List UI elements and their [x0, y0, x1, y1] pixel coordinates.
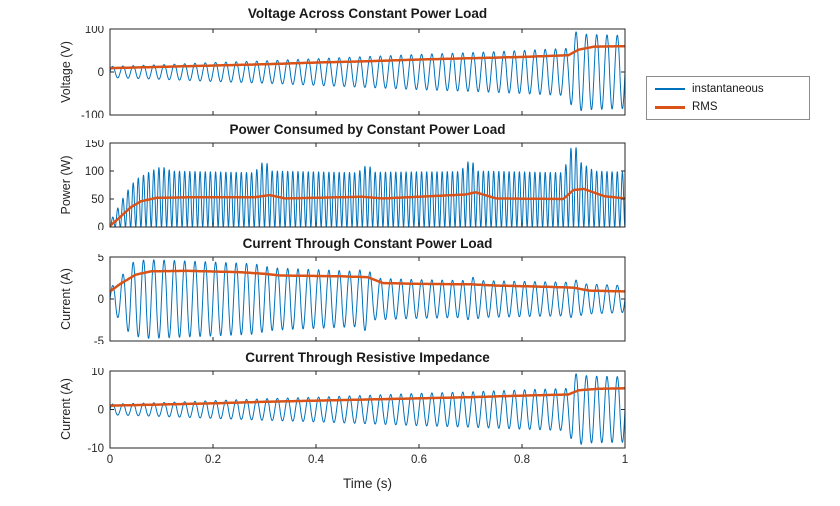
legend-swatch-instantaneous	[655, 88, 685, 90]
plot-area-voltage: -100 0 100	[81, 26, 626, 118]
svg-text:0.2: 0.2	[205, 454, 221, 466]
svg-text:50: 50	[91, 194, 104, 206]
legend: instantaneous RMS	[646, 76, 810, 120]
chart-title-voltage: Voltage Across Constant Power Load	[247, 6, 488, 21]
svg-text:-100: -100	[81, 110, 104, 118]
svg-text:1: 1	[622, 454, 628, 466]
legend-label-rms: RMS	[692, 101, 718, 113]
svg-text:0.6: 0.6	[411, 454, 427, 466]
svg-text:0: 0	[98, 405, 104, 417]
svg-text:0: 0	[98, 294, 104, 306]
svg-text:0: 0	[98, 222, 104, 230]
svg-text:100: 100	[85, 166, 104, 178]
svg-text:-10: -10	[87, 443, 104, 455]
svg-text:10: 10	[91, 368, 104, 378]
svg-text:5: 5	[98, 254, 104, 264]
legend-item-rms: RMS	[655, 101, 801, 113]
chart-title-current-resistive: Current Through Resistive Impedance	[245, 350, 490, 365]
plot-area-power: 0 50 100 150	[85, 140, 626, 230]
svg-text:0: 0	[98, 67, 104, 79]
legend-label-instantaneous: instantaneous	[692, 83, 764, 95]
x-axis-label: Time (s)	[343, 476, 392, 491]
legend-item-instantaneous: instantaneous	[655, 83, 801, 95]
chart-title-current-cpl: Current Through Constant Power Load	[242, 236, 493, 251]
svg-text:0.8: 0.8	[514, 454, 530, 466]
svg-text:-5: -5	[94, 336, 104, 344]
svg-text:150: 150	[85, 140, 104, 150]
svg-text:100: 100	[85, 26, 104, 36]
svg-text:0.4: 0.4	[308, 454, 325, 466]
plot-area-current-cpl: -5 0 5	[94, 254, 626, 344]
svg-text:0: 0	[107, 454, 113, 466]
chart-title-power: Power Consumed by Constant Power Load	[229, 122, 506, 137]
legend-swatch-rms	[655, 105, 685, 109]
